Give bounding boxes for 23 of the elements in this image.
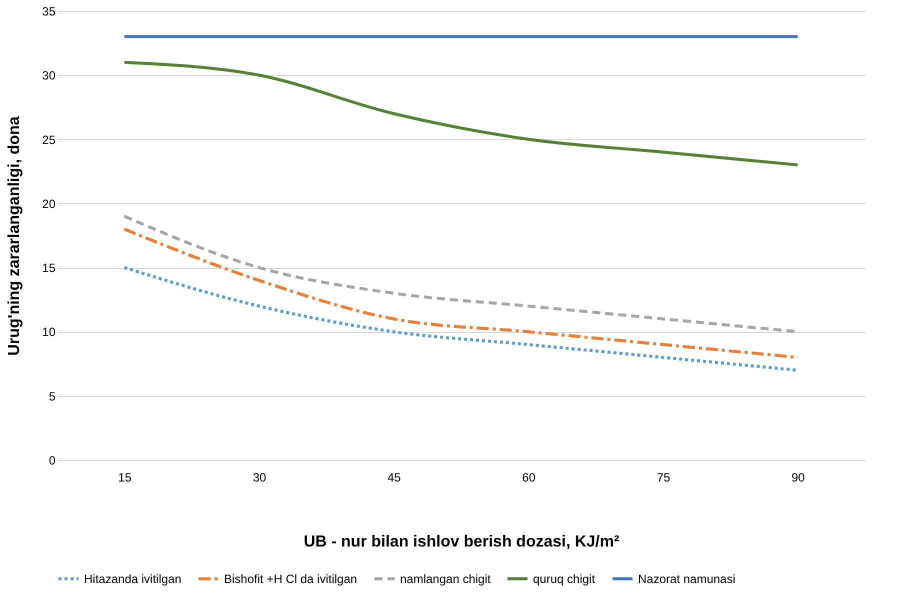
x-tick-label: 30: [252, 470, 266, 484]
y-axis-title: Urug'ning zararlanganligi, dona: [6, 116, 24, 356]
y-tick-label: 20: [42, 196, 56, 211]
y-tick-label: 10: [42, 325, 56, 340]
y-tick-label: 25: [42, 132, 56, 147]
legend-label: Nazorat namunasi: [638, 572, 736, 586]
line-series: [122, 60, 800, 166]
legend-label: Bishofit +H Cl da ivitilgan: [224, 572, 358, 586]
x-tick-label: 45: [387, 470, 402, 484]
legend-label: Hitazanda ivitilgan: [84, 572, 182, 586]
y-tick-label: 35: [42, 4, 56, 18]
y-tick-label: 0: [48, 454, 56, 468]
y-tick-label: 30: [42, 68, 56, 83]
y-tick-label: 5: [48, 389, 56, 404]
y-tick-label: 15: [42, 261, 56, 276]
line-series: [122, 228, 800, 359]
x-tick-label: 75: [656, 470, 670, 484]
x-axis-title: UB - nur bilan ishlov berish dozasi, KJ/m²: [304, 534, 620, 550]
x-tick-label: 15: [118, 470, 132, 484]
legend-label: quruq chigit: [533, 572, 596, 586]
x-tick-label: 90: [791, 470, 806, 484]
x-tick-label: 60: [522, 470, 536, 484]
legend-label: namlangan chigit: [400, 572, 492, 586]
